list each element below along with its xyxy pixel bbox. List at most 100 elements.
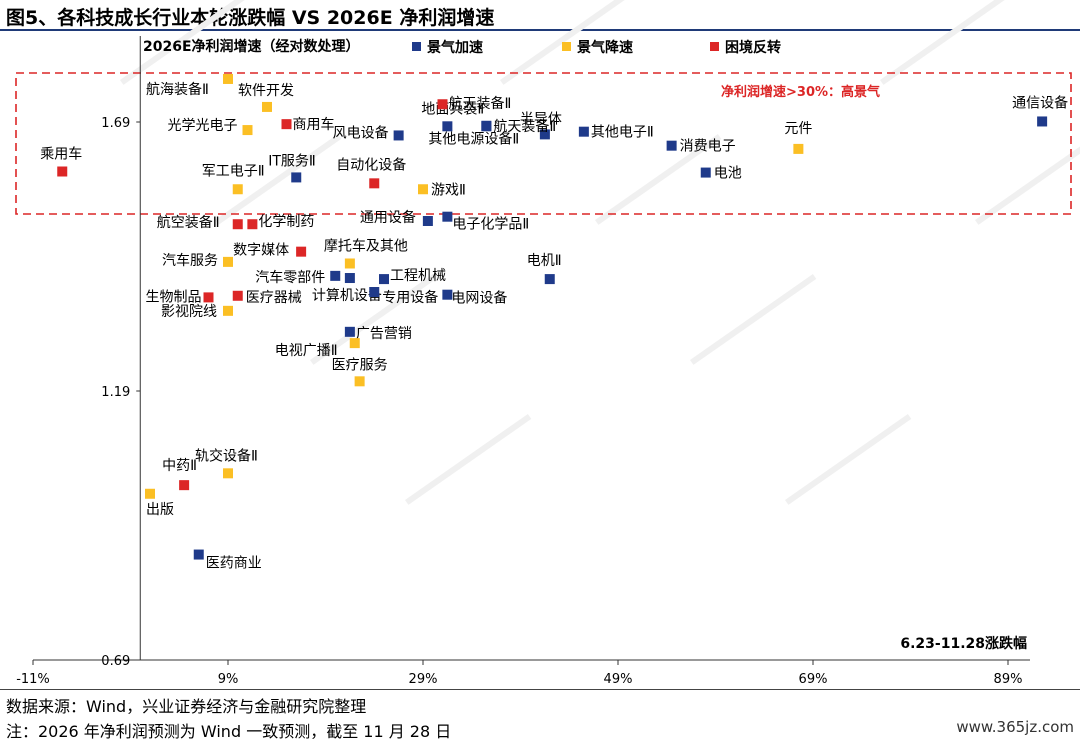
- footer-divider: [0, 689, 1080, 690]
- point-label: 生物制品: [146, 289, 202, 305]
- point-decel: [145, 488, 155, 499]
- point-reversal: [232, 290, 243, 301]
- x-tick-label: 89%: [994, 672, 1023, 687]
- point-label: 风电设备: [333, 124, 389, 141]
- point-label: 医疗器械: [246, 290, 302, 306]
- point-accel: [578, 126, 589, 137]
- watermark-stripe: [120, 0, 247, 85]
- site-watermark: www.365jz.com: [956, 718, 1074, 736]
- point-accel: [442, 121, 453, 132]
- watermark-stripe: [690, 273, 817, 365]
- data-points: 通信设备其他电子Ⅱ消费电子电池半导体航天装备Ⅱ地面兵装Ⅱ其他电源设备Ⅱ风电设备I…: [40, 73, 1068, 572]
- watermark-stripe: [880, 0, 1007, 85]
- watermark-layer: [120, 0, 1080, 505]
- watermark-stripe: [405, 413, 532, 505]
- point-label: 计算机设备: [312, 287, 382, 304]
- watermark-stripe: [785, 413, 912, 505]
- title-divider: [0, 29, 1080, 31]
- point-decel: [232, 184, 243, 195]
- point-decel: [223, 73, 233, 84]
- point-label: 医药商业: [206, 556, 262, 572]
- point-label: 软件开发: [238, 83, 294, 99]
- point-label: 数字媒体: [233, 243, 289, 259]
- point-decel: [793, 143, 804, 154]
- point-label: 消费电子: [680, 139, 736, 155]
- point-label: 其他电源设备Ⅱ: [428, 130, 519, 147]
- point-decel: [223, 305, 233, 316]
- point-decel: [242, 125, 253, 136]
- point-reversal: [203, 292, 214, 303]
- watermark-stripe: [499, 0, 627, 85]
- axes: -11% 9% 29% 49% 69% 89% 0.69 1.19 1.69: [16, 36, 1030, 687]
- point-label: 军工电子Ⅱ: [202, 163, 265, 179]
- point-accel: [481, 121, 492, 132]
- point-reversal: [232, 219, 243, 230]
- point-accel: [330, 270, 341, 281]
- point-label: 电子化学品Ⅱ: [452, 217, 529, 233]
- point-label: 航海装备Ⅱ: [146, 81, 209, 98]
- point-reversal: [179, 480, 190, 491]
- point-label: 通用设备: [360, 209, 416, 226]
- point-label: 出版: [146, 502, 174, 518]
- point-accel: [442, 289, 453, 300]
- y-tick-label: 1.19: [101, 385, 130, 400]
- point-label: 自动化设备: [336, 156, 406, 173]
- y-axis-title: 2026E净利润增速（经对数处理）: [143, 38, 360, 55]
- point-label: 广告营销: [356, 326, 412, 342]
- point-label: 专用设备: [382, 289, 438, 306]
- y-tick-label: 1.69: [101, 116, 130, 131]
- point-accel: [379, 274, 389, 285]
- point-label: 半导体: [520, 111, 562, 127]
- watermark-stripe: [310, 273, 437, 365]
- point-label: 航天装备Ⅱ: [493, 118, 556, 135]
- legend-swatch-accel: [412, 42, 421, 51]
- point-accel: [539, 129, 550, 140]
- point-label: 摩托车及其他: [324, 237, 408, 254]
- legend-label-decel: 景气降速: [577, 39, 633, 56]
- point-decel: [223, 256, 233, 267]
- point-decel: [418, 184, 428, 195]
- high-growth-highlight-box: [15, 72, 1072, 215]
- point-label: 元件: [784, 121, 812, 137]
- x-axis-title: 6.23-11.28涨跌幅: [900, 635, 1027, 652]
- point-label: 通信设备: [1012, 94, 1068, 111]
- point-decel: [349, 338, 360, 349]
- point-reversal: [369, 178, 380, 189]
- point-reversal: [57, 166, 68, 177]
- legend-swatch-reversal: [710, 42, 719, 51]
- point-label: 汽车零部件: [255, 269, 325, 286]
- x-tick-label: 9%: [218, 672, 239, 687]
- point-decel: [223, 468, 233, 479]
- point-label: 乘用车: [40, 145, 82, 162]
- source-note: 数据来源：Wind，兴业证券经济与金融研究院整理: [6, 697, 367, 716]
- point-label: IT服务Ⅱ: [268, 153, 316, 169]
- point-decel: [344, 258, 355, 269]
- point-label: 汽车服务: [162, 252, 218, 269]
- point-reversal: [247, 219, 258, 230]
- point-label: 工程机械: [390, 268, 446, 284]
- point-label: 其他电子Ⅱ: [591, 125, 654, 141]
- point-decel: [262, 101, 272, 112]
- legend-swatch-decel: [562, 42, 571, 51]
- point-label: 航天装备Ⅱ: [449, 95, 512, 112]
- high-growth-label: 净利润增速>30%：高景气: [721, 84, 880, 100]
- point-label: 地面兵装Ⅱ: [421, 101, 484, 117]
- legend: 景气加速 景气降速 困境反转: [412, 39, 781, 56]
- point-accel: [369, 287, 380, 298]
- point-label: 医疗服务: [332, 357, 388, 373]
- point-accel: [1037, 116, 1048, 127]
- x-tick-label: -11%: [16, 672, 50, 687]
- point-accel: [666, 140, 677, 151]
- x-tick-label: 29%: [409, 672, 438, 687]
- point-accel: [442, 211, 453, 222]
- point-accel: [544, 274, 555, 285]
- watermark-stripe: [595, 133, 722, 225]
- x-tick-label: 49%: [604, 672, 633, 687]
- point-accel: [193, 549, 204, 560]
- figure-title: 图5、各科技成长行业本轮涨跌幅 VS 2026E 净利润增速: [6, 7, 495, 29]
- point-label: 电视广播Ⅱ: [275, 343, 338, 359]
- point-reversal: [437, 99, 448, 110]
- legend-label-reversal: 困境反转: [725, 39, 781, 56]
- point-reversal: [281, 119, 292, 130]
- point-label: 光学光电子: [168, 118, 238, 134]
